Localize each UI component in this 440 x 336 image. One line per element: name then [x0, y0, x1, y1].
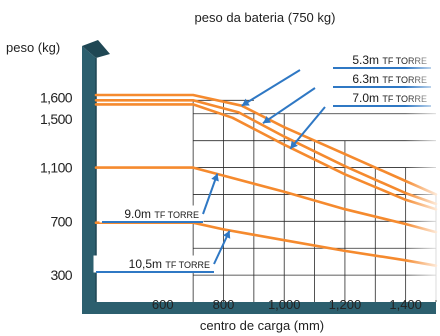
callout-arrowhead — [211, 173, 219, 182]
frame-corner — [82, 40, 110, 58]
x-axis-label: centro de carga (mm) — [200, 318, 324, 333]
y-axis-label: peso (kg) — [6, 40, 60, 55]
callout-text: 7.0m TF TORRE — [352, 91, 427, 105]
y-tick-label: 1,600 — [40, 89, 73, 105]
callout-arrowhead — [290, 140, 298, 149]
chart-title: peso da bateria (750 kg) — [195, 10, 336, 25]
series-line-2 — [94, 99, 438, 206]
y-tick-label: 300 — [50, 267, 72, 283]
y-tick-label: 700 — [50, 213, 72, 229]
x-tick-label: 600 — [152, 297, 174, 312]
callout-text: 5.3m TF TORRE — [352, 53, 427, 67]
callout-label-4: 9.0m TF TORRE — [99, 173, 219, 223]
x-tick-label: 1,000 — [268, 297, 301, 312]
callout-text: 10,5m TF TORRE — [129, 257, 210, 271]
callout-arrowhead — [262, 115, 272, 124]
callout-text: 6.3m TF TORRE — [352, 72, 427, 86]
callout-label-5: 10,5m TF TORRE — [93, 230, 231, 273]
callout-arrowhead — [222, 230, 231, 239]
callout-arrow — [202, 173, 219, 215]
y-tick-label: 1,100 — [40, 160, 73, 176]
callout-arrow — [241, 69, 301, 107]
callout-arrowhead — [241, 98, 250, 106]
y-tick-label: 1,500 — [40, 111, 73, 127]
x-tick-label: 1,200 — [329, 297, 362, 312]
right-fade — [405, 40, 440, 300]
x-ticks: 600 800 1,000 1,200 1,400 — [152, 297, 422, 312]
callout-arrow — [289, 106, 326, 150]
callout-text: 9.0m TF TORRE — [124, 207, 199, 221]
y-ticks: 300 700 1,100 1,500 1,600 — [40, 89, 73, 283]
series-line-1 — [94, 93, 438, 196]
callout-arrow — [262, 87, 316, 125]
x-tick-label: 800 — [213, 297, 235, 312]
chart-callouts: 5.3m TF TORRE 6.3m TF TORRE 7.0m TF TORRE 9… — [93, 51, 432, 273]
x-tick-label: 1,400 — [389, 297, 422, 312]
